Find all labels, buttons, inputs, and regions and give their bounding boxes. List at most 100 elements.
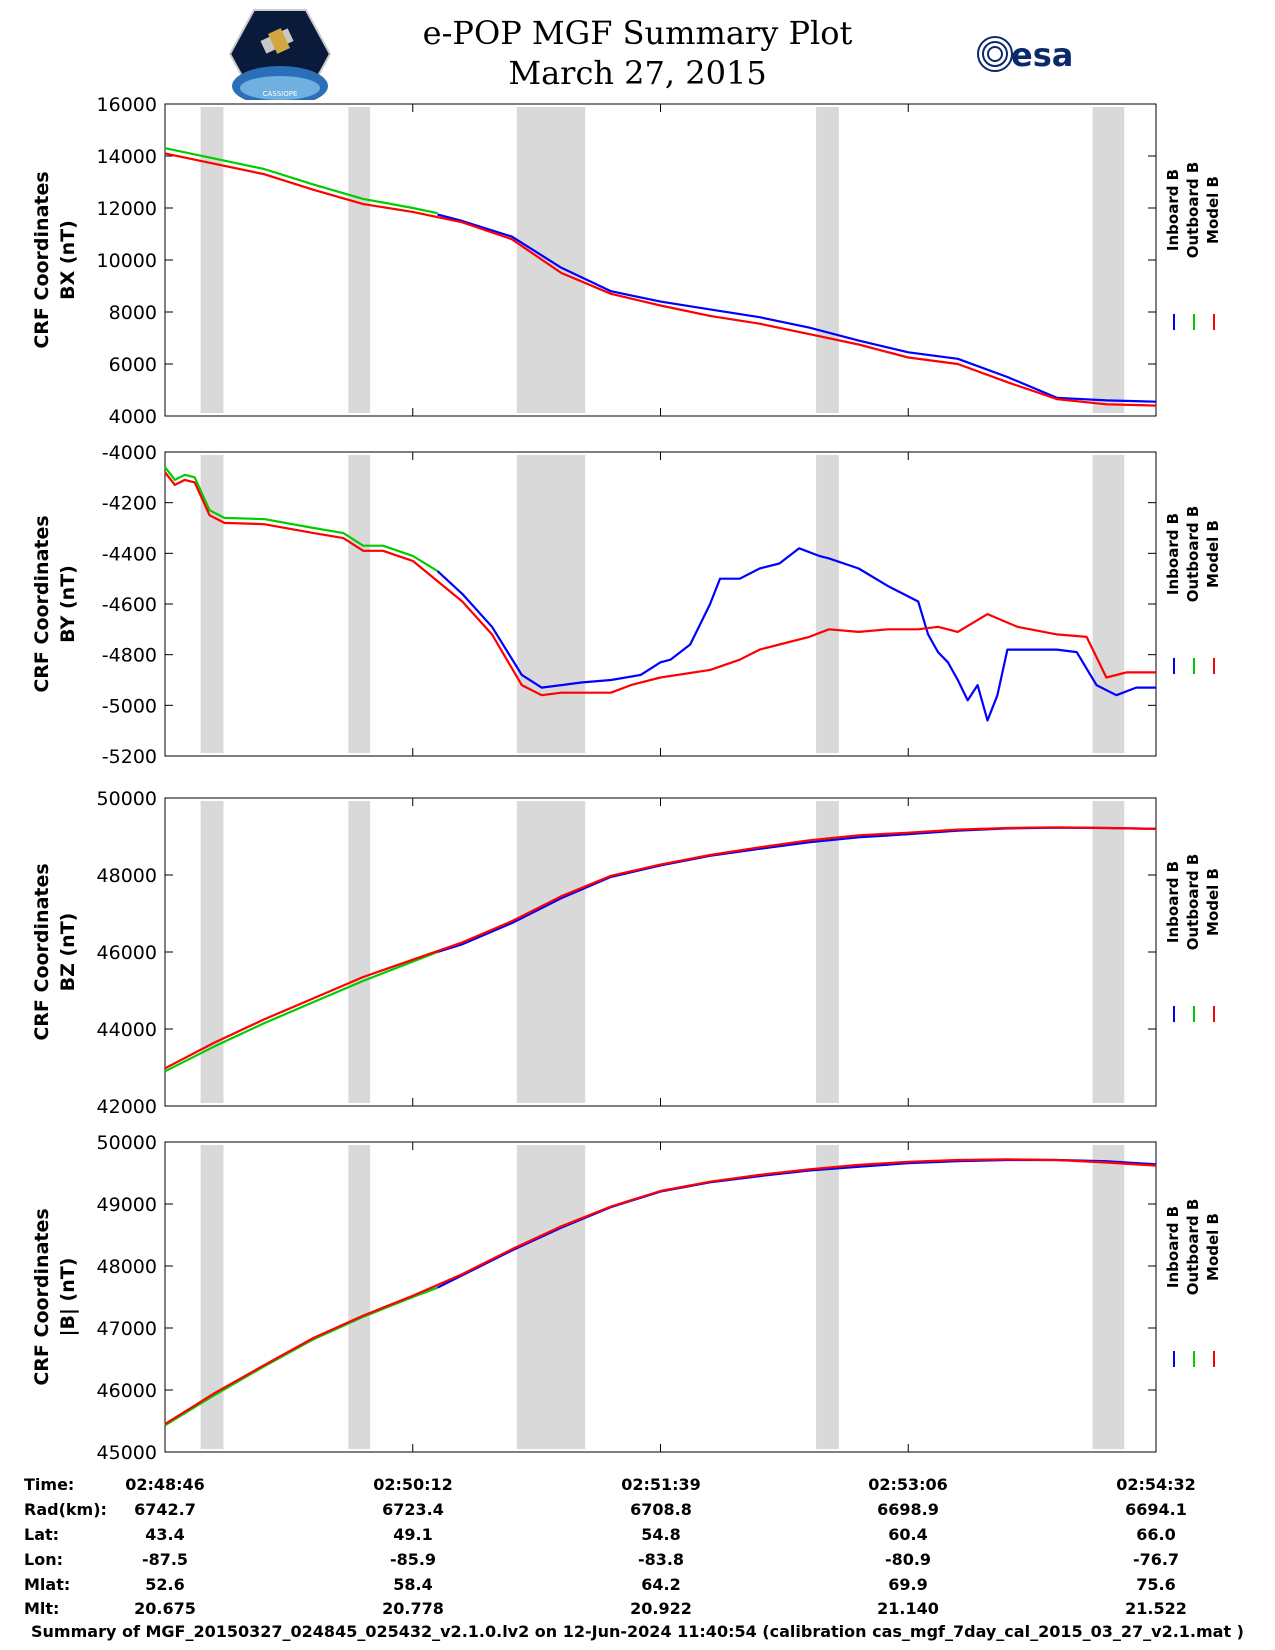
- y-tick-label: -4000: [102, 442, 157, 464]
- chart-panel-4: 45000 46000 47000 48000 49000 50000 CRF Coordi…: [31, 1132, 1222, 1464]
- table-cell: 6708.8: [630, 1500, 692, 1519]
- table-cell: 6698.9: [877, 1500, 939, 1519]
- y-axis-label: BZ (nT): [57, 913, 79, 992]
- table-cell: 6723.4: [382, 1500, 444, 1519]
- table-row-label: Lon:: [24, 1550, 63, 1569]
- y-tick-label: 6000: [109, 354, 157, 376]
- y-tick-label: 10000: [97, 250, 157, 272]
- table-cell: -87.5: [142, 1550, 188, 1569]
- table-row-label: Time:: [24, 1475, 74, 1494]
- y-axis-label: BY (nT): [57, 565, 79, 643]
- y-tick-label: -4400: [102, 543, 157, 565]
- y-tick-label: -4600: [102, 594, 157, 616]
- plot-date: March 27, 2015: [508, 54, 767, 92]
- table-cell: 60.4: [888, 1525, 927, 1544]
- table-row-label: Mlt:: [24, 1599, 59, 1618]
- data-gap-band: [348, 455, 371, 753]
- y-tick-label: 48000: [97, 865, 157, 887]
- data-gap-band: [348, 801, 371, 1103]
- table-cell: 21.522: [1125, 1599, 1187, 1618]
- y-tick-label: 50000: [97, 1132, 157, 1154]
- y-tick-label: -4800: [102, 645, 157, 667]
- legend-label: Outboard B: [1184, 854, 1202, 951]
- table-cell: -85.9: [390, 1550, 436, 1569]
- legend-label: Inboard B: [1164, 169, 1182, 251]
- data-gap-band: [1092, 1145, 1125, 1449]
- y-tick-label: 8000: [109, 302, 157, 324]
- footer-caption: Summary of MGF_20150327_024845_025432_v2…: [31, 1622, 1244, 1641]
- cassiope-satellite-logo: CASSIOPE: [228, 9, 332, 100]
- legend-label: Model B: [1204, 1213, 1222, 1281]
- legend-label: Model B: [1204, 176, 1222, 244]
- series-line-inboard-b: [437, 213, 1157, 403]
- table-cell: 43.4: [145, 1525, 184, 1544]
- data-gap-band: [200, 455, 224, 753]
- y-tick-label: 14000: [97, 146, 157, 168]
- y-tick-label: 50000: [97, 788, 157, 810]
- y-tick-label: 49000: [97, 1194, 157, 1216]
- table-row-label: Rad(km):: [24, 1500, 107, 1519]
- data-gap-band: [200, 107, 224, 413]
- y-axis-label: |B| (nT): [57, 1258, 79, 1337]
- data-gap-band: [816, 455, 839, 753]
- data-gap-band: [1092, 107, 1125, 413]
- table-cell: 64.2: [641, 1575, 680, 1594]
- table-row-label: Mlat:: [24, 1575, 70, 1594]
- y-axis-label: CRF Coordinates: [31, 1208, 53, 1385]
- esa-logo-text: esa: [1011, 36, 1073, 74]
- plot-frame: [164, 451, 1157, 757]
- table-cell: 75.6: [1136, 1575, 1175, 1594]
- plot-frame: [164, 797, 1157, 1107]
- table-cell: 6742.7: [134, 1500, 196, 1519]
- data-gap-band: [1092, 801, 1125, 1103]
- table-cell: -80.9: [885, 1550, 931, 1569]
- series-line-outboard-b: [164, 466, 439, 573]
- esa-logo: esa: [977, 36, 1073, 74]
- table-cell: -83.8: [638, 1550, 684, 1569]
- table-cell: 21.140: [877, 1599, 939, 1618]
- table-cell: 02:48:46: [125, 1475, 205, 1494]
- series-line-model-b: [164, 1158, 1157, 1426]
- plot-frame: [164, 103, 1157, 417]
- y-tick-label: 12000: [97, 198, 157, 220]
- y-tick-label: 46000: [97, 1380, 157, 1402]
- series-line-outboard-b: [164, 147, 438, 215]
- table-cell: 02:54:32: [1116, 1475, 1196, 1494]
- table-row-label: Lat:: [24, 1525, 59, 1544]
- data-gap-band: [348, 107, 371, 413]
- ephemeris-table: Time: Rad(km): Lat: Lon: Mlat: Mlt: 02:48:46 67…: [24, 1475, 1196, 1618]
- y-tick-label: 48000: [97, 1256, 157, 1278]
- chart-panel-1: 4000 6000 8000 10000 12000 14000 16000 CRF Coor…: [31, 94, 1222, 428]
- y-axis-label: CRF Coordinates: [31, 863, 53, 1040]
- data-gap-band: [200, 801, 224, 1103]
- y-axis-label: CRF Coordinates: [31, 515, 53, 692]
- data-gap-band: [516, 801, 586, 1103]
- chart-panel-3: 42000 44000 46000 48000 50000 CRF Coordinates…: [31, 788, 1222, 1118]
- series-line-outboard-b: [164, 950, 438, 1073]
- y-tick-label: -5000: [102, 695, 157, 717]
- table-cell: 20.778: [382, 1599, 444, 1618]
- page-title: e-POP MGF Summary Plot: [422, 14, 853, 52]
- esa-logo-mark: [977, 36, 1013, 72]
- svg-text:CASSIOPE: CASSIOPE: [263, 90, 298, 98]
- y-tick-label: 4000: [109, 406, 157, 428]
- legend-label: Outboard B: [1184, 162, 1202, 259]
- table-cell: 20.675: [134, 1599, 196, 1618]
- table-cell: 02:51:39: [621, 1475, 701, 1494]
- y-axis-label: BX (nT): [57, 220, 79, 300]
- legend-label: Model B: [1204, 520, 1222, 588]
- y-tick-label: 42000: [97, 1096, 157, 1118]
- table-cell: 6694.1: [1125, 1500, 1187, 1519]
- table-cell: 54.8: [641, 1525, 680, 1544]
- chart-panel-2: -5200 -5000 -4800 -4600 -4400 -4200 -4000 CRF C…: [31, 442, 1222, 768]
- series-line-model-b: [164, 152, 1157, 407]
- y-tick-label: 46000: [97, 942, 157, 964]
- series-line-outboard-b: [164, 1286, 438, 1427]
- table-cell: -76.7: [1133, 1550, 1179, 1569]
- series-line-model-b: [164, 471, 1156, 697]
- data-gap-band: [816, 801, 839, 1103]
- table-cell: 58.4: [393, 1575, 432, 1594]
- legend-label: Outboard B: [1184, 506, 1202, 603]
- y-tick-label: 45000: [97, 1442, 157, 1464]
